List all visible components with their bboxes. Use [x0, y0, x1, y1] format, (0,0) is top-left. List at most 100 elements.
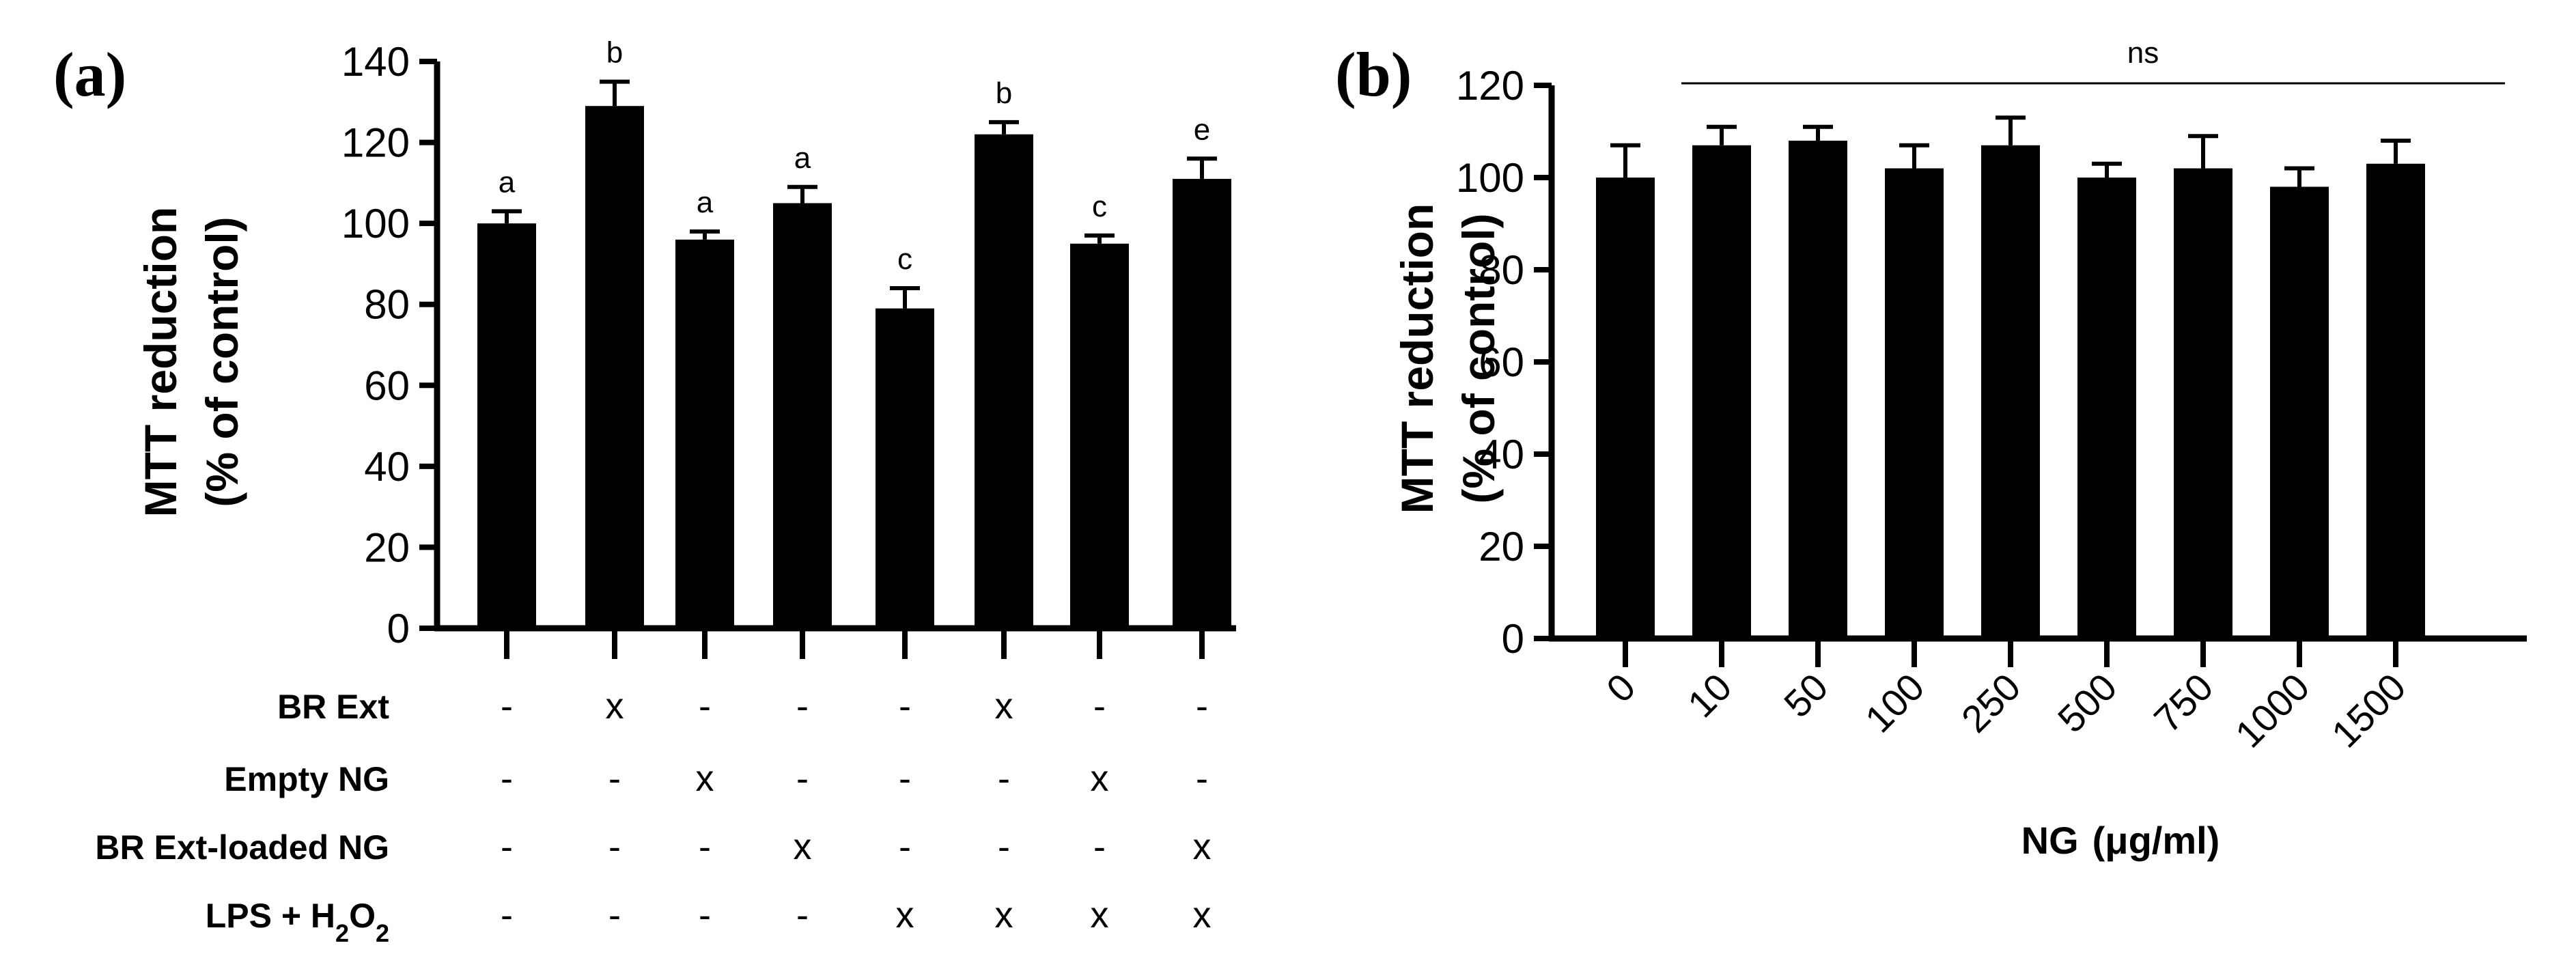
panel-b-xtick-label: 750: [2146, 665, 2222, 741]
panel-a-bar: [1173, 178, 1231, 628]
panel-a-treatment-mark: -: [899, 826, 911, 867]
panel-a-treatment-mark: x: [896, 895, 914, 936]
panel-b-bar: [2174, 168, 2232, 639]
panel-b-ylabel-line2: (% of control): [1453, 213, 1504, 503]
panel-a-treatment-label: Empty NG: [224, 760, 389, 798]
panel-b-bar: [1596, 178, 1655, 639]
panel-a-treatment-mark: -: [699, 826, 711, 867]
panel-b-xtick-label: 100: [1857, 665, 1933, 741]
panel-a-treatment-label-main: LPS + H: [206, 897, 335, 935]
panel-a-treatment-mark: x: [995, 686, 1013, 727]
panel-a-ytick-label: 100: [341, 201, 410, 247]
panel-a-ylabel-line2: (% of control): [197, 216, 247, 507]
panel-b-ns-label: ns: [2127, 36, 2159, 70]
panel-b-xlabel: NG (μg/ml): [2021, 819, 2220, 862]
panel-a-treatment-mark: -: [608, 758, 621, 799]
panel-b-bar: [1885, 168, 1944, 639]
panel-a-treatment-mark: x: [1091, 895, 1109, 936]
panel-b-xtick-label: 250: [1953, 665, 2029, 741]
panel-a-significance-letter: a: [794, 141, 811, 175]
panel-b-ytick-label: 120: [1456, 63, 1524, 109]
panel-a-treatment-mark: -: [699, 686, 711, 727]
panel-a-ylabel-line1: MTT reduction: [135, 207, 186, 518]
panel-a-significance-letter: b: [606, 36, 623, 70]
panel-a-treatment-mark: -: [699, 895, 711, 936]
panel-a-significance-letter: a: [499, 165, 516, 199]
panel-b-ytick-label: 80: [1479, 247, 1524, 293]
panel-a-treatment-mark: -: [899, 758, 911, 799]
panel-a-ytick-label: 140: [341, 39, 410, 85]
panel-a-treatment-mark: x: [1193, 826, 1212, 867]
panel-a-bar: [876, 308, 934, 628]
panel-b-bar: [1789, 141, 1847, 639]
panel-b-ytick-label: 40: [1479, 432, 1524, 477]
panel-a-treatment-label-sub: 2: [335, 919, 349, 947]
panel-a-treatment-mark: x: [794, 826, 812, 867]
panel-a-treatment-label-o: O: [349, 897, 376, 935]
panel-b-xtick-label: 0: [1598, 665, 1644, 711]
panel-a-ytick-label: 0: [387, 606, 410, 651]
panel-a-treatment-mark: -: [608, 826, 621, 867]
panel-a-bar: [585, 106, 644, 628]
panel-a-treatment-mark: x: [995, 895, 1013, 936]
panel-b-ytick-label: 100: [1456, 155, 1524, 201]
panel-a-treatment-mark: -: [796, 758, 809, 799]
panel-b-xtick-label: 1000: [2227, 665, 2318, 756]
panel-a-significance-letter: c: [1092, 190, 1107, 223]
panel-b-xlabel-main: NG: [2021, 819, 2079, 862]
panel-a-treatment-mark: x: [1091, 758, 1109, 799]
panel-b-bar: [2270, 186, 2329, 639]
panel-a-treatment-mark: -: [1093, 686, 1106, 727]
panel-a-treatment-mark: -: [796, 895, 809, 936]
panel-a-treatment-mark: -: [501, 686, 513, 727]
panel-a-significance-letter: b: [996, 76, 1012, 110]
panel-b-xtick-label: 10: [1679, 665, 1740, 726]
panel-a-treatment-mark: x: [1193, 895, 1212, 936]
panel-a-treatment-mark: x: [606, 686, 624, 727]
panel-b-bar: [1981, 145, 2040, 639]
panel-a-bar: [477, 223, 536, 629]
panel-a-ytick-label: 40: [364, 444, 410, 490]
panel-b-xtick-label: 50: [1776, 665, 1836, 726]
panel-a-treatment-mark: -: [501, 895, 513, 936]
panel-b-xlabel-unit: (μg/ml): [2092, 819, 2220, 862]
panel-b-xtick-label: 500: [2049, 665, 2125, 741]
panel-a-treatment-mark: -: [1196, 686, 1208, 727]
panel-b-ylabel-line1: MTT reduction: [1392, 204, 1442, 514]
panel-a-ytick-label: 120: [341, 120, 410, 166]
panel-a-treatment-mark: -: [899, 686, 911, 727]
panel-b-ytick-label: 20: [1479, 524, 1524, 570]
panel-a-treatment-mark: -: [998, 826, 1010, 867]
panel-a-treatment-mark: -: [1093, 826, 1106, 867]
panel-a-significance-letter: e: [1194, 113, 1210, 146]
panel-a-significance-letter: a: [697, 186, 714, 219]
panel-b-bar: [1692, 145, 1751, 639]
panel-a-treatment-mark: x: [696, 758, 714, 799]
panel-a-ytick-label: 20: [364, 524, 410, 570]
panel-a-treatment-label-sub2: 2: [376, 919, 389, 947]
panel-b-ytick-label: 0: [1502, 616, 1524, 662]
panel-a-ytick-label: 80: [364, 282, 410, 328]
panel-a-treatment-mark: -: [608, 895, 621, 936]
panel-a-bar: [975, 134, 1033, 628]
panel-a-treatment-mark: -: [501, 758, 513, 799]
panel-b-bar: [2366, 163, 2425, 639]
panel-b-label: (b): [1335, 40, 1412, 109]
panel-a-label: (a): [53, 40, 126, 109]
panel-b-ytick-label: 60: [1479, 339, 1524, 385]
panel-a-treatment-label: BR Ext-loaded NG: [95, 828, 389, 867]
panel-a-bar: [1070, 243, 1129, 628]
panel-a-treatment-label: LPS + H2O2: [206, 897, 389, 947]
panel-a-chart: 0 20 40 60 80 100 120 140 a b a a c b c e BR Ext - x - - - x - -…: [95, 36, 1236, 947]
panel-b-bar: [2077, 178, 2136, 639]
panel-b-chart: 0 20 40 60 80 100 120 0 10 50 100 250 500 750 1000 1500: [1456, 63, 2527, 756]
panel-a-treatment-mark: -: [501, 826, 513, 867]
panel-a-treatment-label: BR Ext: [277, 688, 389, 726]
panel-a-bar: [773, 203, 832, 628]
panel-a-bar: [675, 239, 734, 628]
panel-b-xtick-label: 1500: [2323, 665, 2414, 756]
panel-a-treatment-mark: -: [998, 758, 1010, 799]
panel-a-significance-letter: c: [897, 242, 912, 276]
panel-a-treatment-mark: -: [1196, 758, 1208, 799]
panel-a-treatment-mark: -: [796, 686, 809, 727]
